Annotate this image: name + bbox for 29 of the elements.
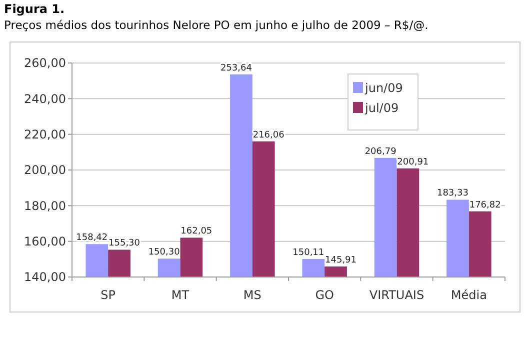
data-label: 216,06 [252, 130, 285, 140]
data-label: 253,64 [220, 63, 252, 74]
data-label: 155,30 [108, 238, 140, 249]
legend-label: jul/09 [364, 101, 399, 115]
x-tick-label: SP [100, 288, 116, 302]
chart-subtitle: Preços médios dos tourinhos Nelore PO em junho e julho de 2009 – R$/@. [4, 18, 428, 32]
data-label: 183,33 [436, 188, 468, 199]
y-tick-label: 200,00 [24, 163, 66, 178]
x-tick-label: MS [243, 288, 262, 302]
data-label: 162,05 [180, 226, 212, 237]
x-tick-label: Média [450, 288, 487, 302]
legend-label: jun/09 [364, 81, 403, 95]
x-tick-label: GO [315, 288, 334, 302]
y-tick-label: 140,00 [24, 270, 66, 284]
y-tick-label: 160,00 [24, 234, 66, 249]
y-tick-label: 260,00 [24, 56, 66, 70]
x-tick-label: MT [171, 288, 190, 302]
data-label: 150,11 [292, 248, 324, 258]
data-label: 150,30 [148, 248, 180, 258]
chart-title: Figura 1. [4, 2, 65, 16]
data-label: 158,42 [76, 233, 108, 244]
y-tick-label: 180,00 [24, 198, 66, 213]
y-tick-label: 220,00 [24, 128, 66, 142]
data-label: 206,79 [364, 146, 397, 157]
data-label: 176,82 [469, 200, 501, 210]
data-label: 145,91 [325, 255, 357, 266]
y-tick-label: 240,00 [24, 92, 66, 106]
x-tick-label: VIRTUAIS [369, 288, 424, 302]
data-label: 200,91 [397, 157, 429, 168]
